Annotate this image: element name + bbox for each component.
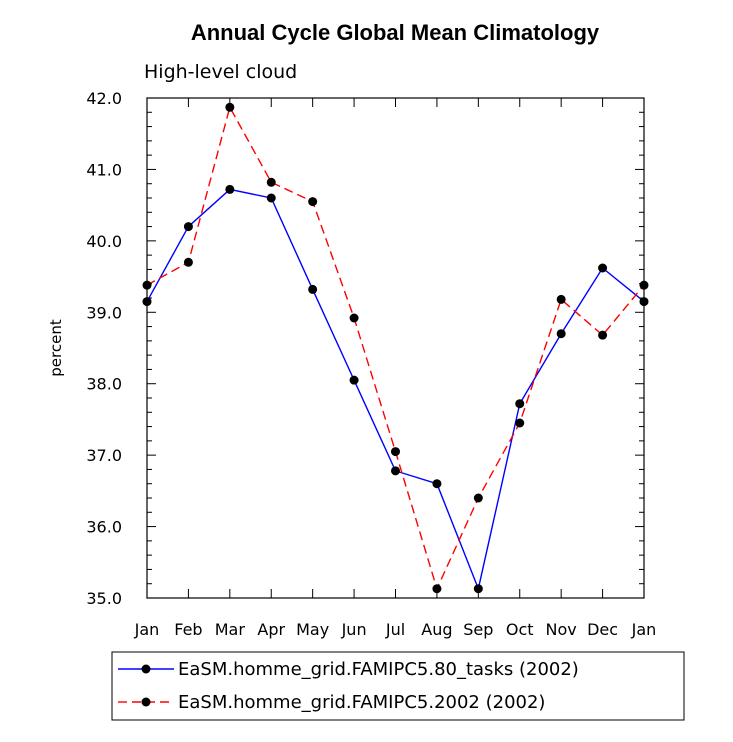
data-point [556,329,566,339]
axis-ticks [146,97,645,599]
y-tick-labels: 35.0 36.0 37.0 38.0 39.0 40.0 41.0 42.0 [86,89,122,608]
y-tick-label: 40.0 [86,232,122,251]
x-tick-label: Oct [506,620,534,639]
x-tick-label: Jan [631,620,657,639]
x-tick-label: Jul [385,620,405,639]
legend-marker-1 [141,664,151,674]
data-point [473,584,483,594]
data-point [598,330,608,340]
x-tick-label: Dec [587,620,618,639]
data-point [349,375,359,385]
data-point [142,297,152,307]
x-tick-label: Nov [546,620,577,639]
x-tick-label: Aug [421,620,452,639]
data-point [432,479,442,489]
y-tick-label: 41.0 [86,160,122,179]
data-point [391,466,400,476]
data-point [183,222,193,232]
data-point [639,297,649,307]
x-tick-label: Feb [174,620,202,639]
y-tick-label: 42.0 [86,89,122,108]
x-tick-label: May [296,620,329,639]
x-tick-label: Jun [341,620,367,639]
x-tick-label: Jan [134,620,160,639]
chart-title: Annual Cycle Global Mean Climatology [191,20,600,45]
data-point [515,399,525,409]
data-point [266,177,276,187]
data-point [308,284,318,294]
legend-box [111,651,685,721]
x-tick-labels: Jan Feb Mar Apr May Jun Jul Aug Sep Oct Nov Dec Jan [134,620,657,639]
legend-marker-2 [141,697,151,707]
y-tick-label: 35.0 [86,589,122,608]
data-point [142,280,152,290]
x-tick-label: Apr [257,620,285,639]
series-line-1 [146,188,645,592]
data-point [349,313,359,323]
legend-label-1: EaSM.homme_grid.FAMIPC5.80_tasks (2002) [178,659,579,680]
data-point [556,294,566,304]
chart-subtitle: High-level cloud [144,61,297,83]
data-point [432,584,442,594]
y-tick-label: 36.0 [86,518,122,537]
y-tick-label: 39.0 [86,303,122,322]
data-point [473,493,483,503]
y-tick-label: 38.0 [86,375,122,394]
series-group [142,102,649,594]
data-point [225,102,235,112]
series-line-2 [146,105,645,591]
data-point [266,193,276,203]
data-point [515,418,525,428]
y-axis-label: percent [47,319,65,377]
x-tick-label: Sep [463,620,493,639]
y-tick-label: 37.0 [86,446,122,465]
data-point [598,263,608,273]
data-point [639,280,649,290]
plot-frame [146,97,645,599]
x-tick-label: Mar [215,620,246,639]
data-point [391,447,400,457]
legend-label-2: EaSM.homme_grid.FAMIPC5.2002 (2002) [178,692,545,713]
data-point [308,197,318,207]
data-point [225,184,235,194]
data-point [183,257,193,267]
legend: EaSM.homme_grid.FAMIPC5.80_tasks (2002) E… [118,659,579,713]
